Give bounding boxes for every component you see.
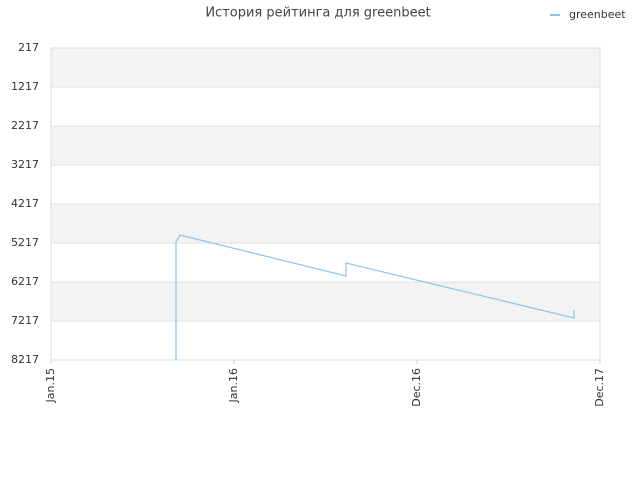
grid-band (51, 165, 600, 204)
y-tick-label: 1217 (11, 80, 39, 93)
grid-band (51, 87, 600, 126)
x-tick-label: Dec.17 (593, 368, 606, 407)
line (175, 234, 575, 360)
x-tick-label: Jan.16 (227, 368, 240, 403)
chart-title: История рейтинга для greenbeet (205, 6, 430, 21)
grid-band (51, 321, 600, 360)
plot-frame (50, 47, 601, 361)
x-tick-label: Jan.15 (44, 368, 57, 403)
y-tick-label: 217 (18, 41, 39, 54)
y-tick-label: 3217 (11, 158, 39, 171)
x-tick-label: Dec.16 (410, 368, 423, 407)
y-tick-label: 4217 (11, 197, 39, 210)
y-tick-label: 7217 (11, 314, 39, 327)
y-tick-label: 2217 (11, 119, 39, 132)
y-tick-label: 6217 (11, 275, 39, 288)
y-tick-label: 8217 (11, 353, 39, 366)
grid-band (51, 126, 600, 165)
grid-band (51, 204, 600, 243)
legend-label: greenbeet (569, 8, 626, 21)
grid-band (51, 282, 600, 321)
grid-band (51, 243, 600, 282)
grid-band (51, 48, 600, 87)
y-tick-label: 5217 (11, 236, 39, 249)
